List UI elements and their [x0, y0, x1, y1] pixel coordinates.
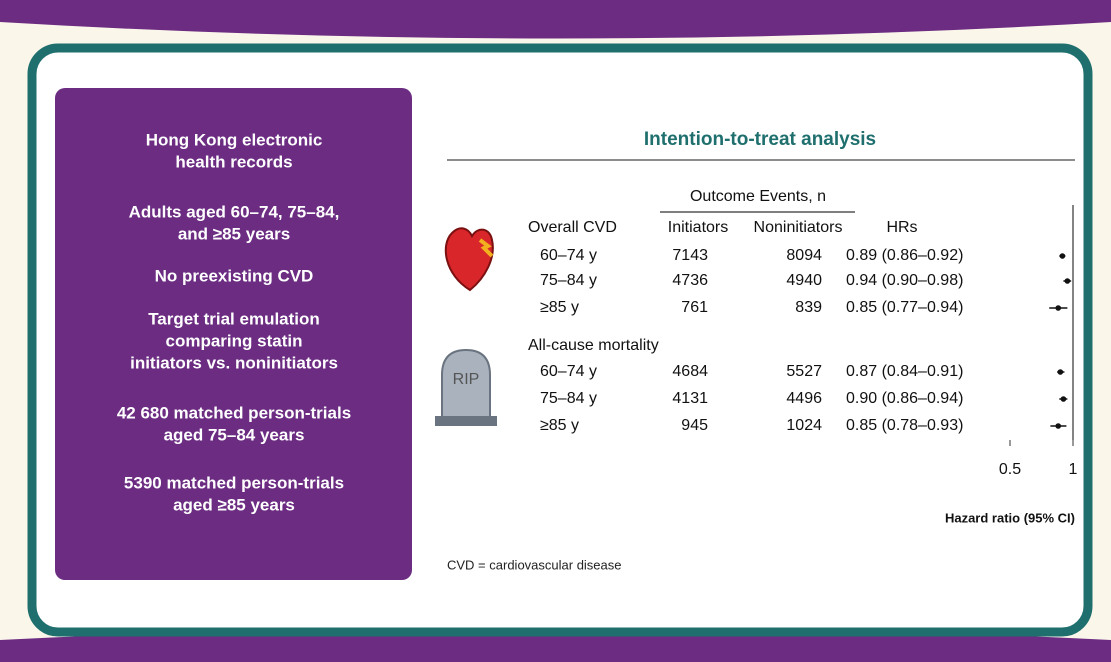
noninitiators: 8094: [786, 247, 822, 264]
noninitiators: 4496: [786, 390, 822, 407]
column-header: HRs: [886, 219, 917, 236]
initiators: 761: [681, 299, 708, 316]
hr-label: 0.85 (0.78–0.93): [846, 417, 963, 434]
hr-point: [1065, 278, 1071, 284]
panel-text: aged ≥85 years: [173, 495, 295, 514]
outcome-header: Outcome Events, n: [690, 188, 826, 205]
visual-abstract: RIP Intention-to-treat analysis Outcome …: [0, 0, 1111, 662]
hr-point: [1055, 305, 1061, 311]
footnote: CVD = cardiovascular disease: [447, 557, 622, 572]
age-label: 60–74 y: [540, 363, 597, 380]
hr-point: [1060, 253, 1066, 259]
panel-text: Adults aged 60–74, 75–84,: [129, 202, 340, 221]
hr-label: 0.87 (0.84–0.91): [846, 363, 963, 380]
svg-text:RIP: RIP: [453, 371, 480, 388]
panel-text: Hong Kong electronic: [146, 130, 323, 149]
panel-text: Target trial emulation: [148, 309, 320, 328]
group-label: All-cause mortality: [528, 337, 659, 354]
noninitiators: 4940: [786, 272, 822, 289]
panel-text: initiators vs. noninitiators: [130, 353, 338, 372]
hr-point: [1058, 369, 1064, 375]
noninitiators: 839: [795, 299, 822, 316]
panel-text: health records: [175, 152, 292, 171]
group-label: Overall CVD: [528, 219, 617, 236]
initiators: 4684: [672, 363, 708, 380]
initiators: 4131: [672, 390, 708, 407]
panel-text: No preexisting CVD: [155, 266, 314, 285]
hr-label: 0.85 (0.77–0.94): [846, 299, 963, 316]
panel-text: 5390 matched person-trials: [124, 473, 344, 492]
x-tick-label: 1: [1069, 461, 1078, 478]
hr-label: 0.94 (0.90–0.98): [846, 272, 963, 289]
initiators: 7143: [672, 247, 708, 264]
tombstone-icon: RIP: [435, 350, 497, 426]
x-axis-label: Hazard ratio (95% CI): [945, 510, 1075, 525]
age-label: ≥85 y: [540, 417, 579, 434]
initiators: 945: [681, 417, 708, 434]
age-label: 75–84 y: [540, 272, 597, 289]
noninitiators: 1024: [786, 417, 822, 434]
age-label: ≥85 y: [540, 299, 579, 316]
hr-label: 0.89 (0.86–0.92): [846, 247, 963, 264]
hr-point: [1055, 423, 1061, 429]
noninitiators: 5527: [786, 363, 822, 380]
column-header: Noninitiators: [754, 219, 843, 236]
initiators: 4736: [672, 272, 708, 289]
hr-label: 0.90 (0.86–0.94): [846, 390, 963, 407]
x-tick-label: 0.5: [999, 461, 1021, 478]
panel-text: comparing statin: [166, 331, 303, 350]
panel-text: 42 680 matched person-trials: [117, 403, 351, 422]
column-header: Initiators: [668, 219, 728, 236]
title: Intention-to-treat analysis: [644, 129, 876, 150]
hr-point: [1061, 396, 1067, 402]
panel-text: aged 75–84 years: [164, 425, 305, 444]
panel-text: and ≥85 years: [178, 224, 290, 243]
age-label: 60–74 y: [540, 247, 597, 264]
age-label: 75–84 y: [540, 390, 597, 407]
